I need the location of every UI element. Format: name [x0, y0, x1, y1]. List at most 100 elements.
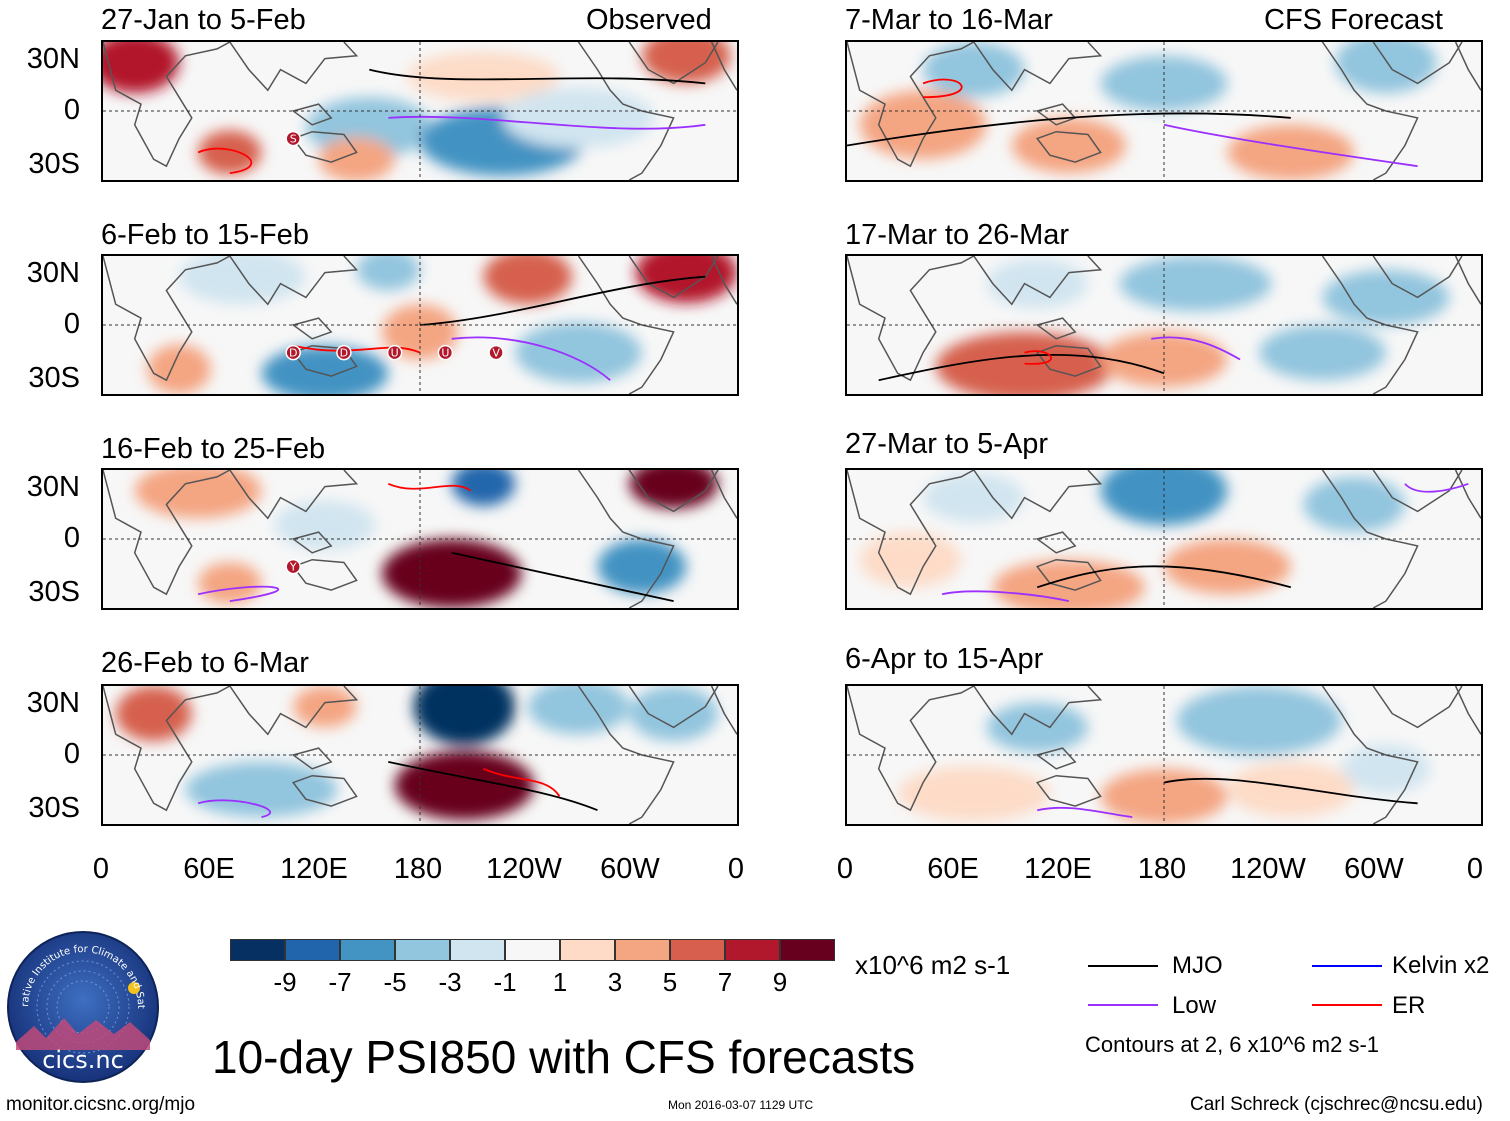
- anomaly-blob: [923, 42, 1025, 98]
- panel-title: 7-Mar to 16-Mar: [845, 4, 1053, 36]
- coastline: [291, 344, 358, 377]
- anomaly-blob: [597, 539, 687, 595]
- coastline: [973, 686, 1103, 736]
- wave-contour: [293, 344, 421, 354]
- wave-marker: [336, 344, 352, 361]
- wave-marker: [285, 130, 301, 147]
- coastline: [229, 256, 359, 306]
- main-title: 10-day PSI850 with CFS forecasts: [212, 1031, 916, 1083]
- anomaly-blob: [502, 87, 655, 149]
- wave-contour: [847, 112, 1291, 147]
- anomaly-blob: [185, 761, 338, 818]
- x-tick: 180: [1137, 853, 1187, 885]
- coastline: [1372, 256, 1463, 299]
- wave-marker: [285, 558, 301, 575]
- wave-marker-label: D: [340, 347, 348, 360]
- anomaly-blob: [1322, 269, 1450, 325]
- coastline: [710, 42, 737, 91]
- wave-marker-label: Y: [289, 561, 297, 574]
- map-canvas: [103, 686, 737, 824]
- map-panel: [845, 468, 1483, 610]
- wave-contour: [1404, 482, 1469, 493]
- x-tick: 0: [92, 853, 110, 885]
- anomaly-blob: [629, 686, 718, 742]
- anomaly-blob: [381, 539, 522, 608]
- anomaly-blob: [515, 322, 642, 383]
- wave-contour: [388, 115, 706, 130]
- coastline: [1035, 317, 1077, 340]
- legend-line-er: [1312, 1004, 1382, 1006]
- colorbar-swatch: [560, 939, 615, 961]
- anomaly-blob: [1227, 124, 1355, 180]
- map-panel: S: [101, 40, 739, 182]
- wave-contour: [941, 590, 1070, 602]
- y-tick-30s: 30S: [28, 362, 80, 394]
- anomaly-blob: [274, 500, 376, 551]
- anomaly-blob: [293, 686, 357, 728]
- panel-title: 17-Mar to 26-Mar: [845, 219, 1070, 251]
- y-tick-30s: 30S: [28, 148, 80, 180]
- x-tick: 180: [393, 853, 443, 885]
- y-tick-30n: 30N: [26, 471, 80, 503]
- anomaly-blob: [103, 42, 180, 94]
- anomaly-blob: [1176, 686, 1342, 755]
- coastline: [1372, 686, 1463, 729]
- wave-marker-label: U: [441, 347, 449, 360]
- wave-marker: [437, 344, 454, 361]
- coastline: [628, 42, 719, 85]
- y-tick-30s: 30S: [28, 576, 80, 608]
- anomaly-blob: [897, 766, 1050, 822]
- coastline: [1372, 42, 1463, 85]
- coastline: [1035, 531, 1077, 554]
- map-panel: [845, 40, 1483, 182]
- panel-title: 16-Feb to 25-Feb: [101, 433, 326, 465]
- coastline: [291, 317, 333, 340]
- wave-contour: [369, 68, 706, 85]
- colorbar-swatch: [285, 939, 340, 961]
- wave-contour: [483, 767, 561, 797]
- coastline: [1321, 42, 1419, 180]
- anomaly-blob: [986, 702, 1088, 753]
- coastline: [229, 470, 359, 520]
- anomaly-blob: [923, 472, 1025, 523]
- wave-contour: [419, 275, 706, 326]
- wave-marker-label: U: [391, 347, 399, 360]
- coastline: [710, 686, 737, 735]
- wave-marker: [386, 344, 403, 361]
- coastline: [291, 103, 333, 126]
- x-tick: 120W: [486, 853, 562, 885]
- anomaly-blob: [859, 90, 987, 160]
- map-canvas: [847, 686, 1481, 824]
- wave-contour: [878, 353, 1165, 382]
- footer-center: Mon 2016-03-07 1129 UTC: [668, 1098, 814, 1112]
- colorbar-label: -9: [273, 967, 297, 997]
- map-panel: [101, 684, 739, 826]
- colorbar-label: -5: [383, 967, 407, 997]
- colorbar-swatch: [450, 939, 505, 961]
- footer-right: Carl Schreck (cjschrec@ncsu.edu): [1190, 1094, 1483, 1115]
- coastline: [1035, 344, 1102, 377]
- wave-contour: [1024, 350, 1052, 365]
- anomaly-blob: [859, 532, 962, 588]
- x-tick: 120E: [1024, 853, 1092, 885]
- colorbar-units: x10^6 m2 s-1: [855, 950, 1011, 980]
- footer-left: monitor.cicsnc.org/mjo: [6, 1094, 196, 1115]
- anomaly-blob: [451, 470, 516, 506]
- panel-title: 27-Mar to 5-Apr: [845, 428, 1049, 460]
- coastline: [628, 256, 719, 299]
- coastline: [577, 256, 675, 394]
- panel-tag: CFS Forecast: [1264, 4, 1443, 36]
- coastline: [1321, 256, 1419, 394]
- y-tick-30s: 30S: [28, 792, 80, 824]
- anomaly-blob: [1303, 476, 1405, 533]
- colorbar-label: -7: [328, 967, 352, 997]
- coastline: [1035, 747, 1077, 770]
- wave-marker-label: V: [492, 347, 500, 360]
- colorbar-label: 9: [772, 967, 788, 997]
- anomaly-blob: [527, 686, 630, 735]
- coastline: [1454, 686, 1481, 735]
- anomaly-blob: [992, 559, 1145, 608]
- coastline: [1321, 686, 1419, 824]
- anomaly-blob: [134, 470, 262, 519]
- x-tick: 60W: [600, 853, 660, 885]
